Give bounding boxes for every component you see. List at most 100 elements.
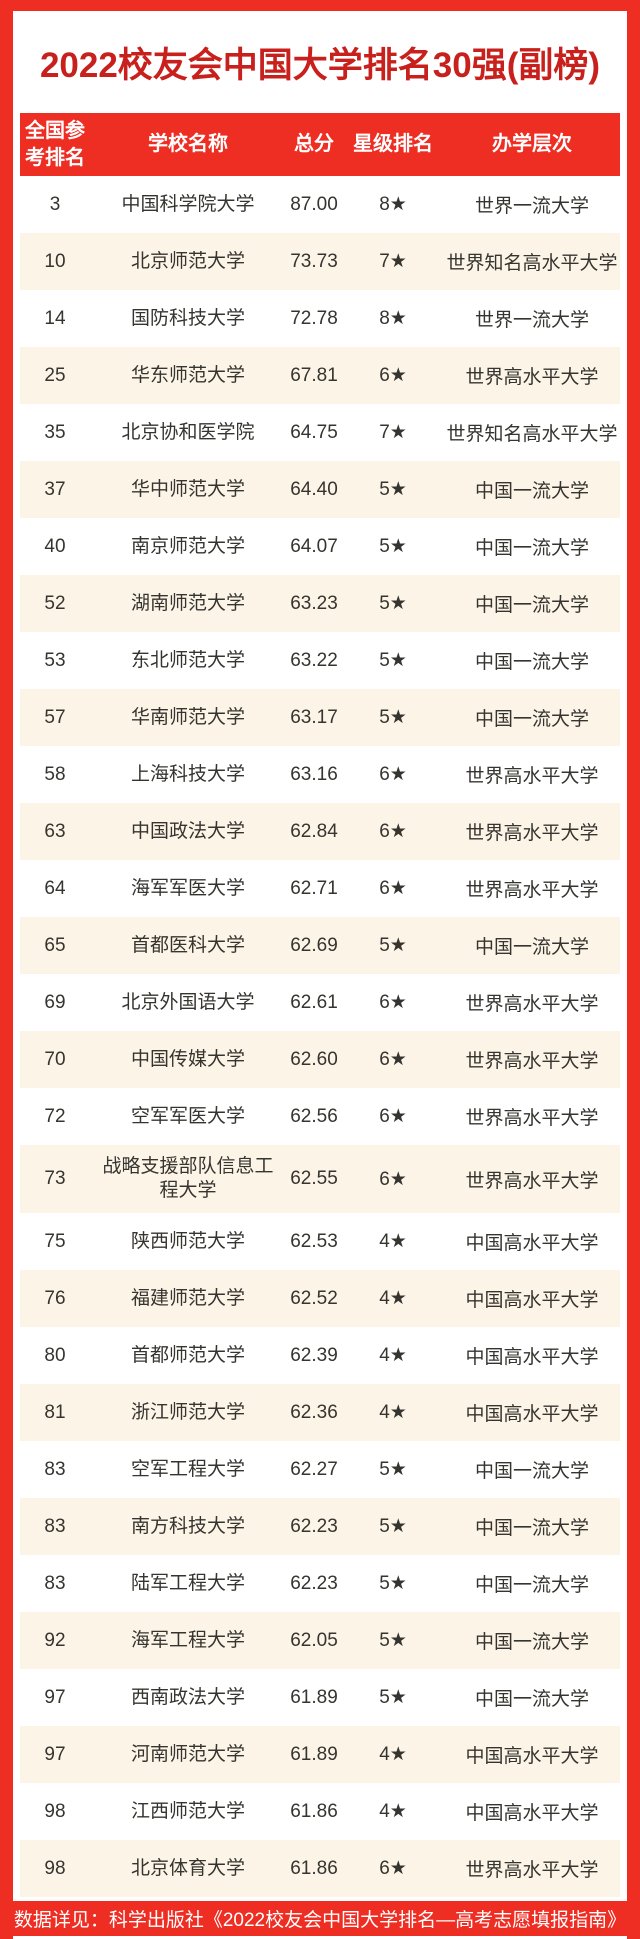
score-cell: 73.73 (290, 250, 338, 272)
level-cell: 世界高水平大学 (465, 1108, 599, 1129)
star-rank-cell: 6★ (379, 1168, 407, 1190)
table-header: 全国参考排名 学校名称 总分 星级排名 办学层次 (20, 113, 620, 176)
school-name-cell: 国防科技大学 (130, 307, 245, 329)
score-cell: 62.55 (290, 1168, 338, 1189)
header-rank: 全国参考排名 (25, 119, 85, 169)
school-name-cell: 江西师范大学 (130, 1800, 245, 1822)
score-cell: 62.60 (290, 1048, 338, 1070)
star-rank-cell: 8★ (379, 194, 407, 215)
star-rank-cell: 5★ (379, 479, 407, 500)
table-row: 98 北京体育大学 61.86 6★ 世界高水平大学 (20, 1840, 620, 1897)
level-cell: 中国一流大学 (474, 1461, 589, 1482)
star-rank-cell: 5★ (379, 1573, 407, 1594)
rank-cell: 53 (44, 649, 66, 671)
score-cell: 62.56 (290, 1105, 338, 1127)
rank-cell: 3 (49, 193, 61, 215)
school-name-cell: 中国政法大学 (130, 820, 245, 842)
rank-cell: 70 (44, 1048, 66, 1070)
rank-cell: 14 (44, 307, 66, 329)
star-rank-cell: 4★ (379, 1402, 407, 1423)
level-cell: 中国一流大学 (474, 538, 589, 559)
level-cell: 世界高水平大学 (465, 766, 599, 787)
star-rank-cell: 6★ (379, 1106, 407, 1127)
rank-cell: 69 (44, 991, 66, 1013)
school-name-cell: 华中师范大学 (130, 478, 245, 500)
rank-cell: 83 (44, 1572, 66, 1594)
school-name-cell: 华南师范大学 (130, 706, 245, 728)
star-rank-cell: 5★ (379, 1630, 407, 1651)
score-cell: 64.40 (290, 478, 338, 500)
rank-cell: 75 (44, 1230, 66, 1252)
table-body: 3 中国科学院大学 87.00 8★ 世界一流大学 10 北京师范大学 73.7… (20, 176, 620, 1897)
score-cell: 63.22 (290, 649, 338, 671)
table-row: 3 中国科学院大学 87.00 8★ 世界一流大学 (20, 176, 620, 233)
star-rank-cell: 7★ (379, 251, 407, 272)
table-row: 98 江西师范大学 61.86 4★ 中国高水平大学 (20, 1783, 620, 1840)
score-cell: 62.36 (290, 1401, 338, 1423)
rank-cell: 10 (44, 250, 66, 272)
score-cell: 62.27 (290, 1458, 338, 1480)
school-name-cell: 南方科技大学 (130, 1515, 245, 1537)
table-row: 14 国防科技大学 72.78 8★ 世界一流大学 (20, 290, 620, 347)
score-cell: 61.86 (290, 1857, 338, 1879)
score-cell: 63.17 (290, 706, 338, 728)
table-row: 52 湖南师范大学 63.23 5★ 中国一流大学 (20, 575, 620, 632)
score-cell: 64.75 (290, 421, 338, 443)
level-cell: 中国高水平大学 (465, 1347, 599, 1368)
level-cell: 世界知名高水平大学 (446, 253, 618, 274)
table-row: 75 陕西师范大学 62.53 4★ 中国高水平大学 (20, 1213, 620, 1270)
score-cell: 62.71 (290, 877, 338, 899)
rank-cell: 83 (44, 1458, 66, 1480)
rank-cell: 98 (44, 1800, 66, 1822)
table-row: 57 华南师范大学 63.17 5★ 中国一流大学 (20, 689, 620, 746)
score-cell: 62.53 (290, 1230, 338, 1252)
school-name-cell: 海军军医大学 (130, 877, 245, 899)
header-level: 办学层次 (492, 133, 572, 155)
star-rank-cell: 4★ (379, 1744, 407, 1765)
star-rank-cell: 5★ (379, 1516, 407, 1537)
level-cell: 中国一流大学 (474, 1689, 589, 1710)
score-cell: 62.61 (290, 991, 338, 1013)
school-name-cell: 北京协和医学院 (121, 421, 255, 443)
rank-cell: 35 (44, 421, 66, 443)
school-name-cell: 首都医科大学 (130, 934, 245, 956)
table-row: 40 南京师范大学 64.07 5★ 中国一流大学 (20, 518, 620, 575)
score-cell: 67.81 (290, 364, 338, 386)
table-row: 65 首都医科大学 62.69 5★ 中国一流大学 (20, 917, 620, 974)
rank-cell: 73 (44, 1168, 66, 1189)
score-cell: 61.89 (290, 1686, 338, 1708)
star-rank-cell: 5★ (379, 536, 407, 557)
rank-cell: 64 (44, 877, 66, 899)
rank-cell: 81 (44, 1401, 66, 1423)
score-cell: 62.23 (290, 1572, 338, 1594)
score-cell: 62.69 (290, 934, 338, 956)
star-rank-cell: 6★ (379, 878, 407, 899)
score-cell: 62.84 (290, 820, 338, 842)
level-cell: 中国高水平大学 (465, 1290, 599, 1311)
score-cell: 62.52 (290, 1287, 338, 1309)
star-rank-cell: 4★ (379, 1288, 407, 1309)
school-name-cell: 陆军工程大学 (130, 1572, 245, 1594)
level-cell: 世界高水平大学 (465, 1170, 599, 1192)
school-name-cell: 南京师范大学 (130, 535, 245, 557)
star-rank-cell: 6★ (379, 365, 407, 386)
score-cell: 72.78 (290, 307, 338, 329)
header-score: 总分 (294, 133, 334, 155)
rank-cell: 92 (44, 1629, 66, 1651)
table-row: 53 东北师范大学 63.22 5★ 中国一流大学 (20, 632, 620, 689)
level-cell: 世界高水平大学 (465, 823, 599, 844)
level-cell: 中国一流大学 (474, 481, 589, 502)
score-cell: 63.23 (290, 592, 338, 614)
star-rank-cell: 6★ (379, 764, 407, 785)
level-cell: 中国一流大学 (474, 1575, 589, 1596)
rank-cell: 97 (44, 1743, 66, 1765)
school-name-cell: 福建师范大学 (130, 1287, 245, 1309)
school-name-cell: 浙江师范大学 (130, 1401, 245, 1423)
star-rank-cell: 5★ (379, 1687, 407, 1708)
table-row: 35 北京协和医学院 64.75 7★ 世界知名高水平大学 (20, 404, 620, 461)
level-cell: 中国一流大学 (474, 937, 589, 958)
level-cell: 世界高水平大学 (465, 367, 599, 388)
header-star: 星级排名 (353, 133, 433, 155)
table-row: 83 陆军工程大学 62.23 5★ 中国一流大学 (20, 1555, 620, 1612)
